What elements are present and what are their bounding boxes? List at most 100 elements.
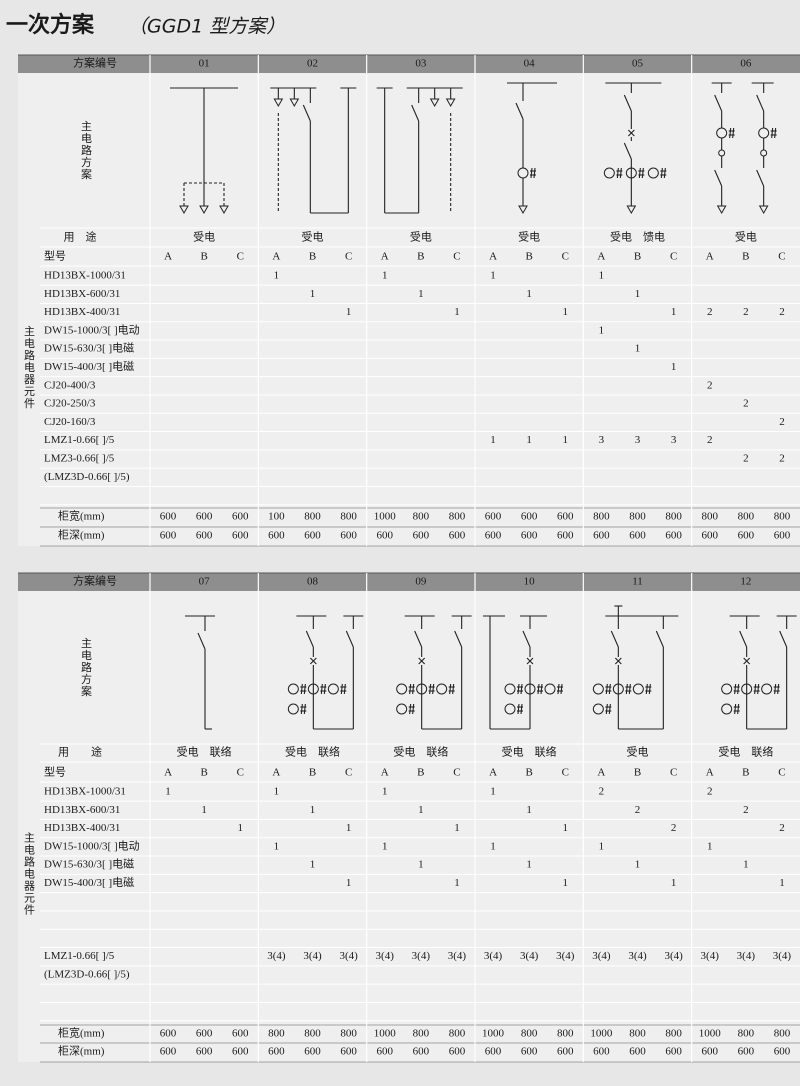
diagram-line	[526, 657, 534, 665]
component-count: 1	[382, 840, 388, 852]
cabinet-depth: 600	[521, 1046, 538, 1058]
cabinet-width: 800	[268, 1028, 285, 1040]
diagram-ct	[504, 703, 516, 715]
diagram-line	[303, 703, 306, 715]
cabinet-width: 600	[232, 511, 249, 523]
component-count: 1	[526, 859, 532, 871]
diagram-line	[418, 657, 426, 665]
depth-label: 柜深(mm)	[58, 1045, 105, 1058]
component-count: 3(4)	[376, 950, 395, 962]
sub-column-label: B	[634, 767, 641, 779]
cabinet-width: 800	[413, 1028, 430, 1040]
component-count: 3(4)	[664, 950, 683, 962]
component-count: 2	[707, 434, 713, 446]
diagram-line	[743, 657, 751, 665]
cabinet-width: 800	[774, 511, 791, 523]
diagram-switch	[515, 102, 524, 120]
component-count: 1	[635, 288, 641, 300]
diagram-ct	[603, 167, 615, 179]
component-count: 1	[310, 804, 316, 816]
cabinet-depth: 600	[774, 1046, 791, 1058]
sub-column-label: B	[525, 251, 532, 263]
cabinet-width: 800	[738, 1028, 755, 1040]
diagram-ct	[592, 703, 604, 715]
component-count: 2	[743, 306, 749, 318]
diagram-line	[628, 683, 631, 695]
component-name: LMZ1-0.66[ ]/5	[44, 434, 115, 446]
component-count: 1	[490, 270, 496, 282]
component-count: 1	[418, 288, 424, 300]
usage-label: 用 途	[64, 230, 97, 244]
component-count: 3	[635, 434, 641, 446]
component-count: 3(4)	[556, 950, 575, 962]
diagram-ct	[307, 683, 319, 695]
sub-column-label: C	[562, 767, 569, 779]
component-name: DW15-1000/3[ ]电动	[44, 839, 140, 852]
sub-column-label: A	[164, 767, 172, 779]
component-count: 3(4)	[520, 950, 539, 962]
diagram-line	[340, 683, 343, 695]
scheme-code: 12	[740, 576, 751, 588]
sub-column-label: B	[417, 251, 424, 263]
component-count: 1	[274, 270, 280, 282]
scheme-usage: 受电 联络	[285, 745, 340, 759]
scheme-code: 07	[199, 576, 211, 588]
sub-column-label: B	[309, 767, 316, 779]
component-name: HD13BX-1000/31	[44, 786, 126, 798]
diagram-ct	[761, 683, 773, 695]
scheme-usage: 受电 馈电	[610, 231, 665, 244]
diagram-ct	[741, 683, 753, 695]
component-count: 3(4)	[339, 950, 358, 962]
width-label: 柜宽(mm)	[58, 1026, 105, 1040]
diagram-switch	[714, 94, 723, 112]
sub-column-label: C	[453, 767, 460, 779]
diagram-line	[641, 167, 644, 179]
diagram-line	[449, 683, 452, 695]
component-count: 1	[418, 804, 424, 816]
diagram-arrow	[429, 98, 440, 108]
component-count: 1	[599, 270, 605, 282]
cabinet-width: 800	[521, 1028, 538, 1040]
component-count: 1	[165, 786, 171, 798]
cabinet-width: 600	[232, 1028, 249, 1040]
component-label: 主电路电器元件	[22, 325, 35, 409]
diagram-line	[300, 683, 303, 695]
diagram-line	[343, 683, 346, 695]
component-name: DW15-1000/3[ ]电动	[44, 323, 140, 336]
component-count: 1	[310, 859, 316, 871]
component-count: 3(4)	[303, 950, 322, 962]
diagram-switch	[756, 94, 765, 112]
diagram-ct	[625, 167, 637, 179]
depth-label: 柜深(mm)	[58, 529, 105, 542]
cabinet-width: 800	[701, 511, 718, 523]
component-count: 1	[707, 840, 713, 852]
sub-column-label: B	[634, 251, 641, 263]
diagram-ct	[287, 683, 299, 695]
sub-column-label: C	[345, 251, 352, 263]
component-count: 1	[346, 822, 352, 834]
diagram-line	[309, 657, 317, 665]
diagram-line	[663, 167, 666, 179]
cabinet-width: 1000	[699, 1028, 722, 1040]
cabinet-depth: 600	[629, 530, 646, 542]
component-count: 1	[490, 786, 496, 798]
header-band	[18, 55, 800, 73]
cabinet-depth: 600	[232, 530, 249, 542]
scheme-usage: 受电	[627, 746, 649, 759]
sub-column-label: C	[670, 251, 677, 263]
diagram-arrow	[445, 98, 456, 108]
diagram-ct	[721, 703, 733, 715]
scheme-code: 05	[632, 58, 644, 70]
diagram-arrow	[199, 205, 209, 215]
diagram-line	[409, 703, 412, 715]
cabinet-depth: 600	[160, 530, 177, 542]
component-name: HD13BX-400/31	[44, 306, 120, 318]
cabinet-depth: 600	[701, 530, 718, 542]
cabinet-depth: 600	[701, 1046, 718, 1058]
diagram-line	[409, 683, 412, 695]
diagram-line	[452, 683, 455, 695]
scheme-code: 03	[415, 58, 427, 70]
scheme-usage: 受电	[518, 231, 540, 244]
cabinet-depth: 600	[196, 1046, 213, 1058]
diagram-ct	[396, 703, 408, 715]
